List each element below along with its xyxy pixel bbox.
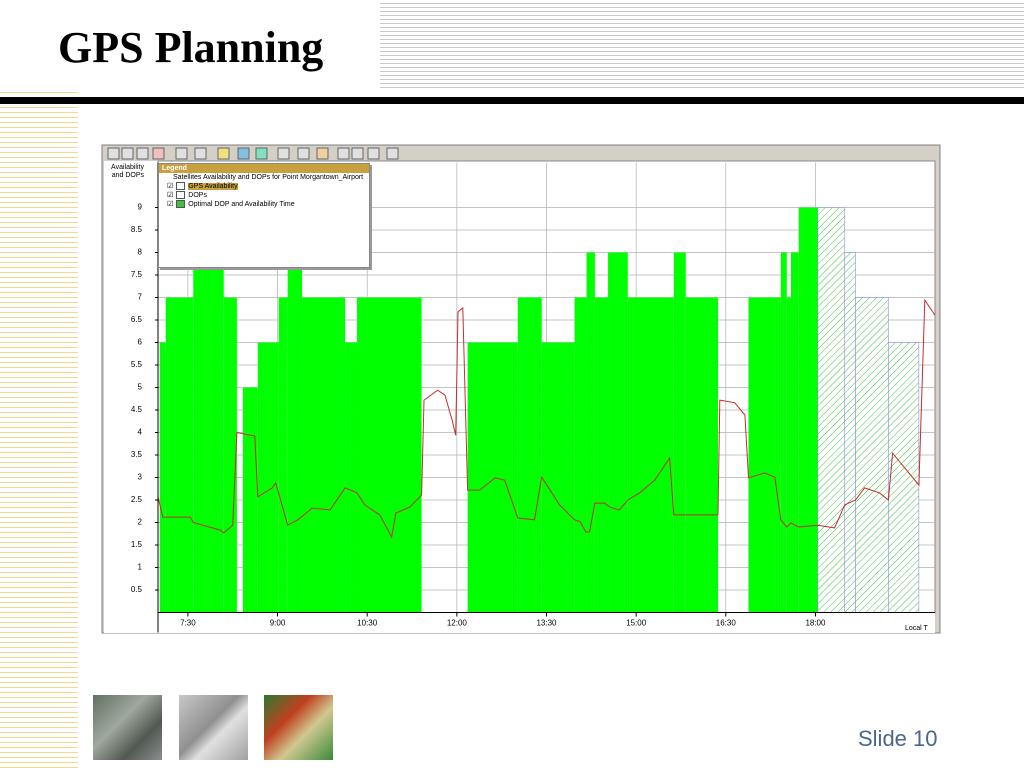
y-tick-label: 9 — [138, 203, 143, 212]
y-tick-label: 0.5 — [131, 585, 143, 594]
availability-bar — [780, 252, 787, 613]
legend-label: DOPs — [188, 192, 207, 199]
y-tick-label: 4 — [138, 428, 143, 437]
y-tick-label: 7.5 — [131, 270, 143, 279]
thumbnail — [93, 695, 162, 760]
availability-bar — [685, 297, 719, 613]
availability-bar — [586, 252, 595, 613]
y-tick-label: 3 — [138, 473, 143, 482]
availability-bar — [278, 297, 288, 613]
y-tick-label: 5 — [138, 383, 143, 392]
toolbar-buttons[interactable] — [107, 147, 399, 160]
availability-bar — [855, 297, 889, 613]
availability-bar — [748, 297, 781, 613]
y-axis-panel — [104, 161, 158, 613]
thumbnail — [264, 695, 333, 760]
availability-bar — [541, 342, 575, 613]
availability-bar — [517, 297, 542, 613]
legend-subtitle: Satellites Availability and DOPs for Poi… — [173, 174, 364, 181]
y-tick-label: 1.5 — [131, 540, 143, 549]
availability-bar — [223, 297, 237, 613]
y-tick-label: 5.5 — [131, 360, 143, 369]
availability-bar — [257, 342, 279, 613]
thumbnail — [179, 695, 248, 760]
availability-bar — [193, 252, 224, 613]
y-tick-label: 2.5 — [131, 495, 143, 504]
y-tick-label: 8.5 — [131, 225, 143, 234]
y-tick-label: 2 — [138, 518, 143, 527]
availability-bar — [159, 342, 166, 613]
availability-bar — [594, 297, 609, 613]
availability-bar — [888, 342, 920, 613]
decor-stripes — [0, 88, 78, 768]
availability-bar — [627, 297, 674, 613]
x-tick-label: 13:30 — [536, 619, 557, 628]
x-tick-label: 12:00 — [447, 619, 468, 628]
y-tick-label: 8 — [138, 248, 143, 257]
availability-bar — [790, 252, 799, 613]
y-tick-label: 7 — [138, 293, 143, 302]
y-tick-label: 1 — [138, 563, 143, 572]
x-tick-label: 15:00 — [626, 619, 647, 628]
availability-bar — [345, 342, 358, 613]
slide-title: GPS Planning — [58, 23, 324, 72]
availability-bar — [242, 387, 258, 613]
availability-bar — [574, 297, 587, 613]
availability-bar — [817, 207, 846, 613]
x-tick-label: 10:30 — [357, 619, 378, 628]
y-tick-label: 6 — [138, 338, 143, 347]
availability-bar — [608, 252, 628, 613]
availability-bar — [467, 342, 518, 613]
slide-number: Slide 10 — [858, 726, 938, 751]
y-tick-label: 3.5 — [131, 450, 143, 459]
x-tick-label: 18:00 — [805, 619, 826, 628]
x-axis-panel — [104, 613, 935, 633]
decor-stripes — [380, 0, 1024, 90]
availability-bar — [798, 207, 818, 613]
y-tick-label: 6.5 — [131, 315, 143, 324]
legend-entry[interactable]: ☑ GPS Availability — [167, 182, 238, 191]
legend-label: GPS Availability — [188, 183, 238, 190]
legend: Legend Satellites Availability and DOPs … — [158, 163, 370, 268]
availability-bar — [287, 252, 303, 613]
availability-bar — [302, 297, 346, 613]
x-axis-label: Local T — [905, 625, 928, 632]
x-tick-label: 16:30 — [716, 619, 737, 628]
y-axis-label: Availability and DOPs — [111, 164, 144, 179]
availability-bar — [844, 252, 856, 613]
toolbar — [104, 147, 938, 161]
y-tick-label: 4.5 — [131, 405, 143, 414]
x-tick-label: 7:30 — [180, 619, 196, 628]
dop-line — [157, 298, 936, 539]
availability-bar — [357, 297, 422, 613]
legend-title: Legend — [159, 164, 369, 173]
availability-bar — [673, 252, 686, 613]
legend-entry[interactable]: ☑ DOPs — [167, 191, 207, 200]
legend-entry[interactable]: ☑ Optimal DOP and Availability Time — [167, 200, 295, 209]
availability-bar — [786, 297, 791, 613]
legend-label: Optimal DOP and Availability Time — [188, 201, 295, 208]
x-tick-label: 9:00 — [270, 619, 286, 628]
title-rule — [0, 97, 1024, 104]
availability-bar — [165, 297, 194, 613]
